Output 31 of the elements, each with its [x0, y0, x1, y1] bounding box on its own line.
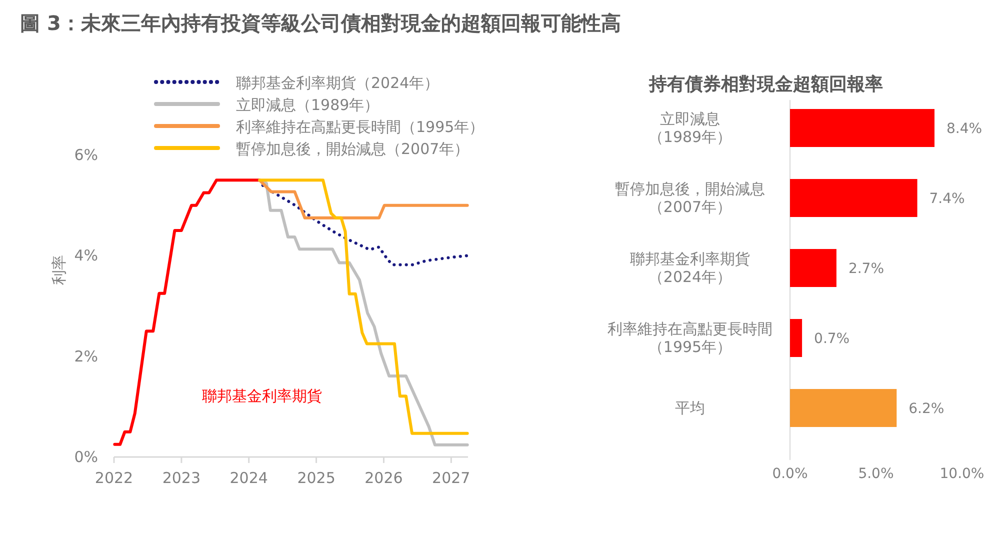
data-label: 7.4% [929, 191, 965, 207]
data-label: 6.2% [908, 401, 944, 417]
x-tick-label: 2025 [297, 469, 336, 487]
y-tick-label: 聯邦基金利率期貨（2024年） [630, 250, 750, 286]
y-axis-title: 利率 [50, 255, 68, 285]
x-tick-label: 10.0% [940, 466, 984, 482]
legend-label: 利率維持在高點更長時間（1995年） [236, 118, 484, 136]
y-tick-label: 6% [74, 146, 98, 164]
y-tick-label: 4% [74, 246, 98, 265]
y-tick-label: 暫停加息後，開始減息（2007年） [615, 180, 765, 216]
y-tick-label: 0% [74, 448, 98, 466]
x-tick-label: 2023 [162, 469, 201, 487]
data-label: 0.7% [814, 331, 850, 347]
x-tick-label: 2024 [230, 469, 268, 487]
y-tick-label: 2% [74, 347, 98, 366]
data-label: 2.7% [848, 261, 884, 277]
legend-label: 暫停加息後，開始減息（2007年） [236, 140, 470, 158]
y-tick-label: 利率維持在高點更長時間（1995年） [608, 320, 772, 356]
chart-title: 圖 3：未來三年內持有投資等級公司債相對現金的超額回報可能性高 [20, 11, 621, 35]
y-tick-label: 平均 [675, 399, 705, 417]
legend-label: 立即減息（1989年） [236, 96, 380, 114]
y-tick-label: 立即減息（1989年） [648, 110, 732, 146]
x-tick-label: 2022 [94, 469, 134, 487]
legend-label: 聯邦基金利率期貨（2024年） [236, 74, 440, 92]
chart-title: 持有債券相對現金超額回報率 [648, 74, 883, 95]
x-tick-label: 2027 [432, 469, 470, 487]
x-tick-label: 2026 [364, 469, 403, 487]
x-tick-label: 5.0% [858, 466, 894, 482]
text: 聯邦基金利率期貨 [202, 387, 322, 405]
data-label: 8.4% [946, 121, 982, 137]
x-tick-label: 0.0% [772, 466, 808, 482]
